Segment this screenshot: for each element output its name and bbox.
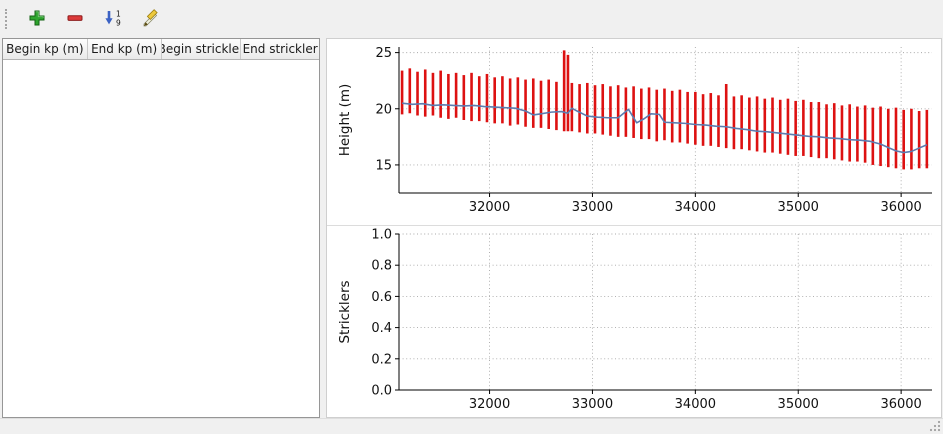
svg-text:0.8: 0.8 [371,259,392,274]
stricklers-chart: 0.0 0.2 0.4 0.6 0.8 1.0 32000 33000 34000 35000 36… [327,225,941,417]
svg-text:32000: 32000 [469,397,510,412]
sort-button[interactable]: 1 9 [100,6,126,32]
svg-text:1: 1 [116,9,121,18]
svg-text:35000: 35000 [778,200,819,215]
svg-text:25: 25 [375,46,392,61]
svg-text:15: 15 [375,158,392,173]
column-header-end-kp[interactable]: End kp (m) [88,39,162,59]
y-axis-label: Height (m) [337,84,353,157]
svg-text:33000: 33000 [572,200,613,215]
svg-text:9: 9 [116,18,121,27]
column-header-end-strickler[interactable]: End strickler [242,42,318,56]
svg-text:35000: 35000 [778,397,819,412]
svg-text:0.2: 0.2 [371,352,392,367]
strickler-table: Begin kp (m) End kp (m) Begin strickler … [2,38,320,418]
resize-grip-icon[interactable] [928,419,941,432]
column-header-begin-strickler[interactable]: Begin strickler [162,39,242,59]
svg-text:36000: 36000 [880,397,921,412]
svg-text:36000: 36000 [880,200,921,215]
svg-text:33000: 33000 [572,397,613,412]
charts-panel: 15 20 25 32000 33000 34000 35000 36000 Height (m… [326,38,942,418]
toolbar-drag-handle[interactable] [5,9,10,29]
stricklers-chart-canvas: 0.0 0.2 0.4 0.6 0.8 1.0 32000 33000 34000 35000 36… [337,228,932,412]
edit-pencil-icon [141,8,161,30]
svg-text:1.0: 1.0 [371,228,392,243]
add-row-button[interactable] [24,6,50,32]
svg-text:20: 20 [375,102,392,117]
main-content: Begin kp (m) End kp (m) Begin strickler … [2,38,942,418]
y-axis-label: Stricklers [337,280,353,343]
svg-text:34000: 34000 [675,200,716,215]
height-chart: 15 20 25 32000 33000 34000 35000 36000 Height (m… [327,39,941,225]
svg-text:0.4: 0.4 [371,321,392,336]
table-body-empty[interactable] [3,60,319,417]
toolbar: 1 9 [0,0,943,38]
column-header-begin-kp[interactable]: Begin kp (m) [3,39,88,59]
table-header-row: Begin kp (m) End kp (m) Begin strickler … [3,39,319,60]
plus-icon [28,9,46,30]
svg-text:0.0: 0.0 [371,384,392,399]
minus-icon [66,9,84,30]
svg-text:32000: 32000 [469,200,510,215]
svg-text:0.6: 0.6 [371,290,392,305]
status-bar [0,418,943,434]
height-chart-canvas: 15 20 25 32000 33000 34000 35000 36000 Height (m… [337,46,932,215]
svg-text:34000: 34000 [675,397,716,412]
remove-row-button[interactable] [62,6,88,32]
sort-numeric-down-icon: 1 9 [103,9,123,30]
edit-button[interactable] [138,6,164,32]
